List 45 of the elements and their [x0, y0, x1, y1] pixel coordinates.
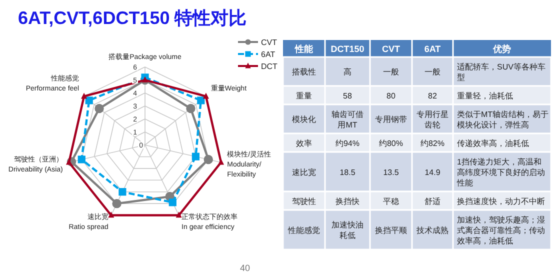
text: 技术成熟 — [416, 226, 448, 235]
text: 14.9 — [424, 168, 441, 177]
text: 13.5 — [383, 168, 400, 177]
category-label: DCT150 — [330, 44, 364, 54]
text: 速比宽 — [292, 168, 316, 177]
text: 40 — [240, 263, 250, 273]
text: 82 — [428, 91, 438, 100]
text: 加速快油耗低 — [332, 220, 364, 240]
text: 专用行星齿轮 — [416, 110, 448, 130]
text: 舒适 — [424, 196, 440, 206]
text: 加速快，驾驶乐趣高；湿式离合器可靠性高；传动效率高，油耗低 — [457, 215, 545, 246]
text: 约94% — [335, 138, 360, 148]
legend-label: 6AT — [261, 50, 276, 59]
legend-label: DCT — [261, 62, 278, 71]
text: 约80% — [378, 138, 404, 148]
text: 效率 — [296, 138, 312, 148]
chart-title: 6AT,CVT,6DCT150 特性对比 — [18, 8, 247, 28]
text: 约82% — [420, 138, 445, 148]
text: 性能感觉 — [287, 226, 320, 235]
category-label: CVT — [382, 44, 400, 54]
text: 搭载性 — [292, 68, 316, 76]
text: 1挡传递力矩大，高温和高纬度环境下良好的启动性能 — [456, 157, 545, 188]
category-label: 优势 — [492, 44, 511, 54]
text: 高 — [344, 68, 352, 76]
text: 重量轻，油耗低 — [457, 91, 513, 100]
text: 58 — [343, 91, 352, 100]
text: 80 — [386, 91, 396, 100]
category-label: 性能 — [294, 44, 314, 54]
text: 换挡平顺 — [375, 226, 407, 235]
text: 类似于MT轴齿结构，易于模块化设计，弹性高 — [457, 110, 549, 130]
text: 平稳 — [383, 196, 399, 206]
text: 重量 — [296, 91, 312, 100]
text: 驾驶性 — [292, 196, 316, 206]
text: 专用钢带 — [375, 115, 407, 124]
text: 模块化 — [292, 115, 316, 124]
text: 适配轿车，SUV等各种车型 — [457, 62, 546, 82]
text: 18.5 — [340, 168, 356, 177]
text: 轴齿可借用MT — [332, 110, 364, 130]
text: 换挡速度快，动力不中断 — [457, 196, 545, 206]
text: 换挡快 — [336, 196, 360, 206]
text: 传递效率高，油耗低 — [457, 138, 529, 148]
text: 一般 — [383, 68, 399, 76]
category-label: 6AT — [424, 44, 442, 54]
text: 一般 — [424, 68, 440, 76]
legend-label: CVT — [261, 38, 278, 47]
